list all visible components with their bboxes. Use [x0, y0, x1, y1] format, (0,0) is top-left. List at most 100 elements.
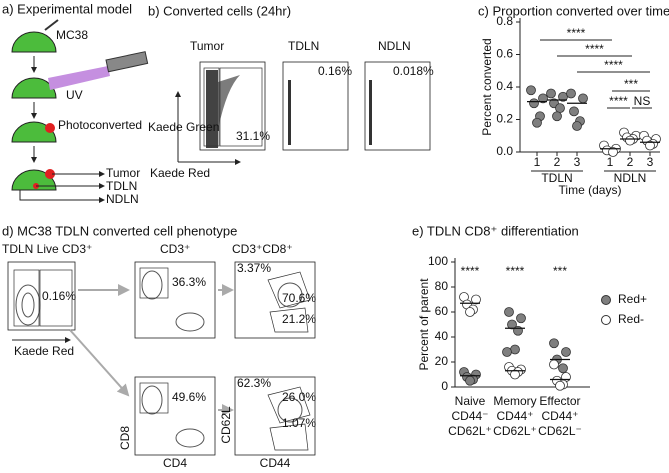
plot-label: NDLN — [378, 39, 411, 53]
panel-title: a) Experimental model — [2, 1, 132, 16]
y-tick-label: 20 — [435, 354, 449, 368]
chart-title: c) Proportion converted over time — [478, 3, 669, 18]
data-point — [546, 88, 556, 99]
y-tick-label: 40 — [435, 329, 449, 343]
group-label: NDLN — [614, 171, 647, 185]
axis-label: CD8 — [118, 426, 132, 450]
percent: 62.3% — [237, 376, 271, 390]
column-title: CD3⁺ — [160, 242, 190, 256]
data-point — [625, 135, 635, 146]
axis-label: CD62L — [219, 406, 233, 444]
data-point — [502, 347, 512, 357]
data-point — [555, 103, 565, 114]
column-title: CD3⁺CD8⁺ — [232, 242, 293, 256]
label: Photoconverted — [58, 118, 142, 132]
percent: 0.018% — [393, 64, 434, 78]
y-tick-label: 100 — [428, 254, 448, 268]
x-tick-label: CD62L⁻ — [538, 424, 582, 438]
data-point — [555, 380, 565, 391]
sig-label: **** — [506, 264, 525, 278]
data-point — [608, 147, 618, 157]
percent: 1.07% — [282, 416, 316, 430]
axis-label: Kaede Red — [150, 166, 210, 180]
y-tick-label: 0 — [441, 379, 448, 393]
data-point — [532, 117, 542, 128]
panel-title: b) Converted cells (24hr) — [148, 3, 291, 18]
percent: 0.16% — [42, 289, 76, 303]
sig-label: **** — [609, 94, 628, 108]
x-tick-label: 3 — [574, 155, 581, 169]
data-point — [645, 140, 655, 151]
x-tick-label: 3 — [647, 155, 654, 169]
sig-label: *** — [624, 77, 638, 91]
data-point — [549, 338, 559, 349]
sig-label: NS — [634, 94, 651, 108]
x-tick-label: 1 — [607, 155, 614, 169]
x-tick-label: CD44⁺ — [496, 409, 533, 423]
sig-label: *** — [553, 264, 567, 278]
percent: 26.0% — [282, 390, 316, 404]
sig-label: **** — [585, 42, 604, 56]
panel-a: a) Experimental model MC38 UV Photoconve… — [2, 1, 149, 206]
y-tick-label: 0.6 — [496, 47, 513, 61]
data-point — [465, 307, 475, 317]
axis-label: Kaede Green — [148, 120, 219, 134]
panel-title: d) MC38 TDLN converted cell phenotype — [2, 223, 237, 238]
plot-label: TDLN — [288, 39, 319, 53]
label: TDLN — [106, 179, 137, 193]
y-axis-label: Percent converted — [480, 38, 494, 135]
group-label: TDLN — [541, 171, 572, 185]
x-tick-label: CD62L⁺ — [493, 424, 537, 438]
axis-label: CD4 — [163, 456, 187, 470]
data-point — [507, 319, 517, 330]
x-tick-label: Naive — [455, 394, 486, 408]
x-tick-label: 2 — [627, 155, 634, 169]
data-point — [465, 375, 475, 386]
data-point — [504, 307, 514, 317]
axis-label: Kaede Red — [14, 344, 74, 358]
y-tick-label: 80 — [435, 279, 449, 293]
data-point — [552, 111, 562, 122]
charts: c) Proportion converted over time Percent… — [412, 3, 669, 438]
chart-title: e) TDLN CD8⁺ differentiation — [412, 223, 579, 238]
percent: 49.6% — [172, 390, 206, 404]
y-tick-label: 60 — [435, 304, 449, 318]
y-axis-label: Percent of parent — [417, 278, 431, 371]
data-point — [529, 98, 539, 109]
data-point — [513, 325, 523, 336]
percent: 3.37% — [237, 261, 271, 275]
sig-label: **** — [567, 26, 586, 40]
y-tick-label: 0.4 — [496, 79, 513, 93]
data-point — [572, 121, 582, 131]
data-point — [566, 88, 576, 99]
label: MC38 — [56, 28, 88, 42]
legend-label: Red+ — [618, 292, 647, 306]
sig-label: **** — [461, 264, 480, 278]
data-point — [516, 313, 526, 324]
percent: 36.3% — [172, 275, 206, 289]
data-point — [569, 106, 579, 117]
x-tick-label: 1 — [534, 155, 541, 169]
column-title: TDLN Live CD3⁺ — [2, 242, 92, 256]
label: NDLN — [106, 192, 139, 206]
label: UV — [66, 88, 83, 102]
data-point — [471, 294, 481, 305]
y-tick-label: 0.8 — [496, 14, 513, 28]
data-point — [510, 369, 520, 380]
x-tick-label: Effector — [539, 394, 580, 408]
legend-marker — [601, 315, 611, 325]
axis-label: CD44 — [260, 456, 291, 470]
panel-d: d) MC38 TDLN converted cell phenotype TD… — [2, 223, 316, 470]
x-tick-label: CD44⁻ — [451, 409, 488, 423]
x-tick-label: CD62L⁺ — [448, 424, 492, 438]
x-tick-label: Memory — [493, 394, 536, 408]
percent: 0.16% — [318, 64, 352, 78]
percent: 21.2% — [282, 312, 316, 326]
x-tick-label: CD44⁺ — [541, 409, 578, 423]
plot-label: Tumor — [190, 39, 224, 53]
sig-label: **** — [604, 58, 623, 72]
panel-b: b) Converted cells (24hr) Tumor TDLN NDL… — [148, 3, 434, 180]
data-point — [558, 363, 568, 374]
label: Tumor — [106, 166, 140, 180]
data-point — [538, 93, 548, 104]
